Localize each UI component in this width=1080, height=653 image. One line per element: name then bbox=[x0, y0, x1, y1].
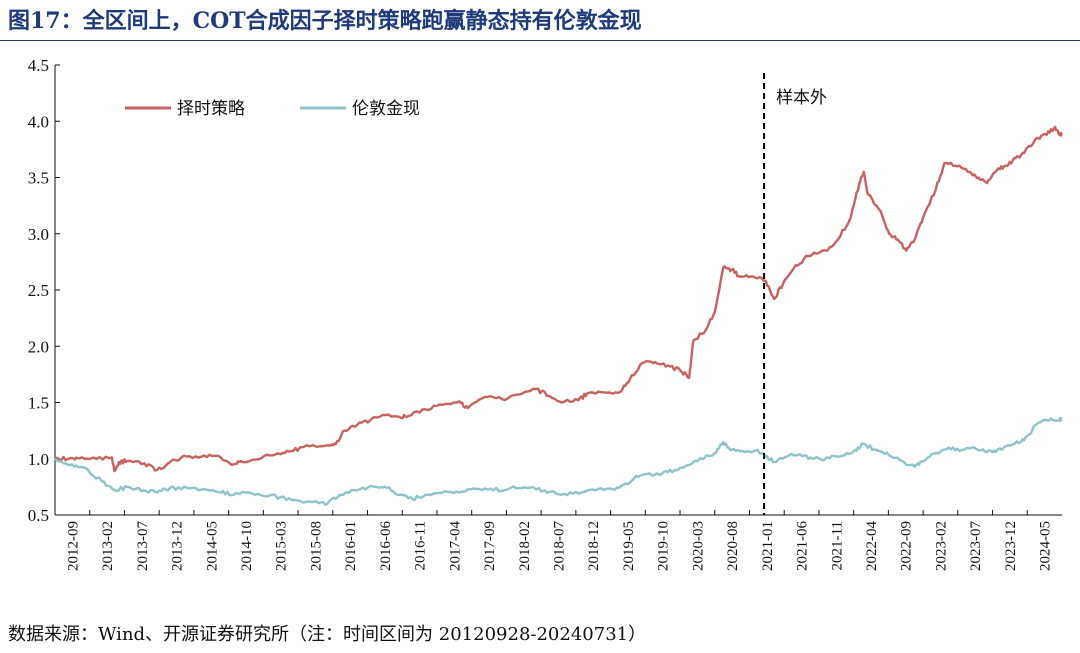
x-tick-label: 2021-06 bbox=[795, 521, 811, 571]
x-tick-label: 2015-03 bbox=[274, 521, 290, 571]
x-tick-label: 2013-12 bbox=[170, 521, 186, 571]
y-axis: 0.5 1.0 1.5 2.0 2.5 3.0 3.5 4.0 4.5 bbox=[28, 56, 60, 525]
x-tick-label: 2020-08 bbox=[725, 521, 741, 571]
annotation-layer: 样本外 bbox=[763, 73, 827, 515]
x-tick-label: 2018-07 bbox=[552, 521, 568, 571]
legend: 择时策略 伦敦金现 bbox=[125, 99, 420, 119]
y-tick-label: 4.5 bbox=[28, 56, 49, 75]
x-tick-label: 2016-06 bbox=[378, 521, 394, 571]
x-tick-label: 2021-01 bbox=[760, 521, 776, 571]
x-tick-label: 2017-04 bbox=[447, 521, 463, 571]
legend-label: 择时策略 bbox=[177, 99, 245, 119]
x-tick-label: 2023-02 bbox=[933, 521, 949, 571]
y-tick-label: 4.0 bbox=[28, 112, 49, 131]
x-tick-label: 2023-12 bbox=[1003, 521, 1019, 571]
x-tick-label: 2018-02 bbox=[517, 521, 533, 571]
x-tick-label: 2023-07 bbox=[968, 521, 984, 571]
x-tick-label: 2019-05 bbox=[621, 521, 637, 571]
x-tick-label: 2022-09 bbox=[899, 521, 915, 571]
x-tick-label: 2016-11 bbox=[413, 521, 429, 570]
series-line-gold bbox=[54, 416, 1063, 506]
out-of-sample-label: 样本外 bbox=[776, 88, 827, 108]
x-tick-label: 2013-07 bbox=[135, 521, 151, 571]
x-tick-label: 2016-01 bbox=[343, 521, 359, 571]
x-tick-label: 2019-10 bbox=[656, 521, 672, 571]
x-tick-label: 2018-12 bbox=[586, 521, 602, 571]
y-tick-label: 3.5 bbox=[28, 169, 49, 188]
x-tick-label: 2022-04 bbox=[864, 521, 880, 571]
x-tick-label: 2024-05 bbox=[1038, 521, 1054, 571]
chart: 0.5 1.0 1.5 2.0 2.5 3.0 3.5 4.0 4.5 2012-09 2013-… bbox=[28, 56, 1063, 571]
x-tick-label: 2014-10 bbox=[239, 521, 255, 571]
x-tick-label: 2014-05 bbox=[204, 521, 220, 571]
x-tick-label: 2017-09 bbox=[482, 521, 498, 571]
y-tick-label: 2.5 bbox=[28, 281, 49, 300]
y-tick-label: 1.0 bbox=[28, 450, 49, 469]
series-layer bbox=[54, 125, 1063, 506]
title-divider bbox=[0, 40, 1080, 41]
y-tick-label: 3.0 bbox=[28, 225, 49, 244]
figure-title: 图17：全区间上，COT合成因子择时策略跑赢静态持有伦敦金现 bbox=[8, 8, 642, 34]
source-note: 数据来源：Wind、开源证券研究所（注：时间区间为 20120928-20240… bbox=[8, 624, 647, 645]
x-axis: 2012-09 2013-02 2013-07 2013-12 2014-05 2014-… bbox=[54, 510, 1062, 571]
y-tick-label: 1.5 bbox=[28, 394, 49, 413]
y-tick-label: 0.5 bbox=[28, 506, 49, 525]
y-tick-label: 2.0 bbox=[28, 337, 49, 356]
x-tick-label: 2020-03 bbox=[690, 521, 706, 571]
legend-label: 伦敦金现 bbox=[352, 99, 420, 119]
x-tick-label: 2021-11 bbox=[829, 521, 845, 570]
x-tick-label: 2012-09 bbox=[65, 521, 81, 571]
x-tick-label: 2015-08 bbox=[308, 521, 324, 571]
series-line-strategy bbox=[54, 125, 1063, 473]
x-tick-label: 2013-02 bbox=[100, 521, 116, 571]
